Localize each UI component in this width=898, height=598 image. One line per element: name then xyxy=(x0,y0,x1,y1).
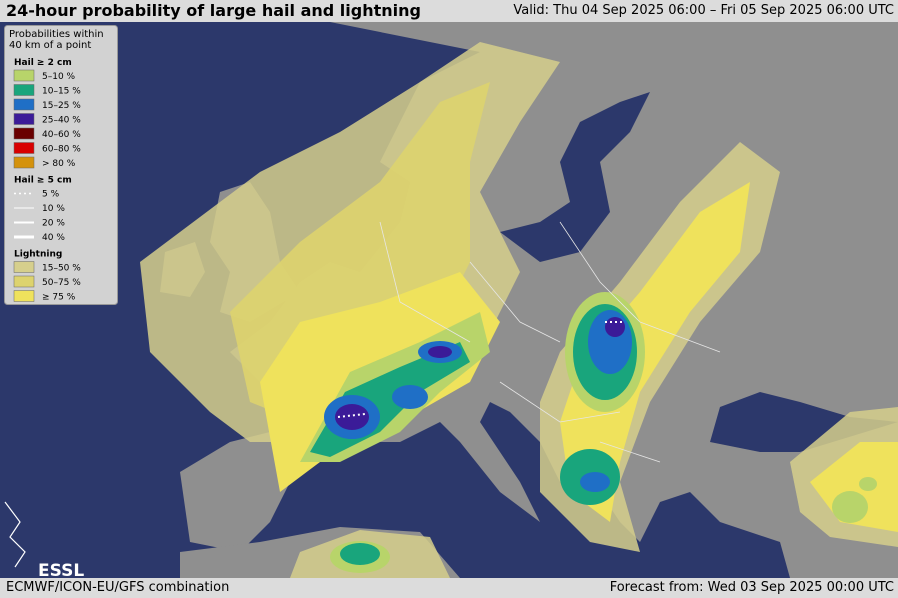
legend-swatch xyxy=(13,127,35,140)
legend-section: Hail ≥ 5 cm xyxy=(14,176,72,186)
legend-label: 40–60 % xyxy=(42,130,81,140)
legend-section: Hail ≥ 2 cm xyxy=(14,58,72,68)
legend-swatch xyxy=(13,142,35,154)
legend-label: 60–80 % xyxy=(42,145,81,155)
legend-label: 50–75 % xyxy=(42,278,81,288)
legend-label: 10–15 % xyxy=(42,87,81,97)
legend-label: 15–50 % xyxy=(42,264,81,274)
legend-label: ≥ 75 % xyxy=(42,293,76,303)
logo: ESSL xyxy=(38,561,84,578)
legend-swatch xyxy=(13,261,35,273)
footer: ECMWF/ICON-EU/GFS combination Forecast f… xyxy=(0,578,898,598)
legend-swatch xyxy=(13,69,35,82)
footer-models: ECMWF/ICON-EU/GFS combination xyxy=(6,580,230,595)
legend-section: Lightning xyxy=(14,250,62,260)
legend-label: 5–10 % xyxy=(42,72,76,82)
legend-swatch xyxy=(13,290,35,302)
legend-label: 20 % xyxy=(42,219,65,229)
legend-label: 40 % xyxy=(42,233,65,243)
legend-label: 15–25 % xyxy=(42,101,81,111)
legend-title: Probabilities within xyxy=(9,29,104,40)
legend-label: 10 % xyxy=(42,204,65,214)
legend-label: 5 % xyxy=(42,190,60,200)
legend-swatch xyxy=(13,84,35,96)
legend-swatch xyxy=(13,113,35,125)
legend-title: 40 km of a point xyxy=(9,40,91,51)
footer-forecast: Forecast from: Wed 03 Sep 2025 00:00 UTC xyxy=(609,580,894,595)
legend-label: > 80 % xyxy=(42,159,76,169)
legend-swatch xyxy=(13,98,35,111)
legend-swatch xyxy=(13,275,35,288)
legend-swatch xyxy=(13,156,35,169)
valid-time: Valid: Thu 04 Sep 2025 06:00 – Fri 05 Se… xyxy=(513,3,894,18)
map: ESSL xyxy=(0,22,898,578)
header: 24-hour probability of large hail and li… xyxy=(0,0,898,22)
legend-label: 25–40 % xyxy=(42,116,81,126)
title: 24-hour probability of large hail and li… xyxy=(6,1,421,20)
